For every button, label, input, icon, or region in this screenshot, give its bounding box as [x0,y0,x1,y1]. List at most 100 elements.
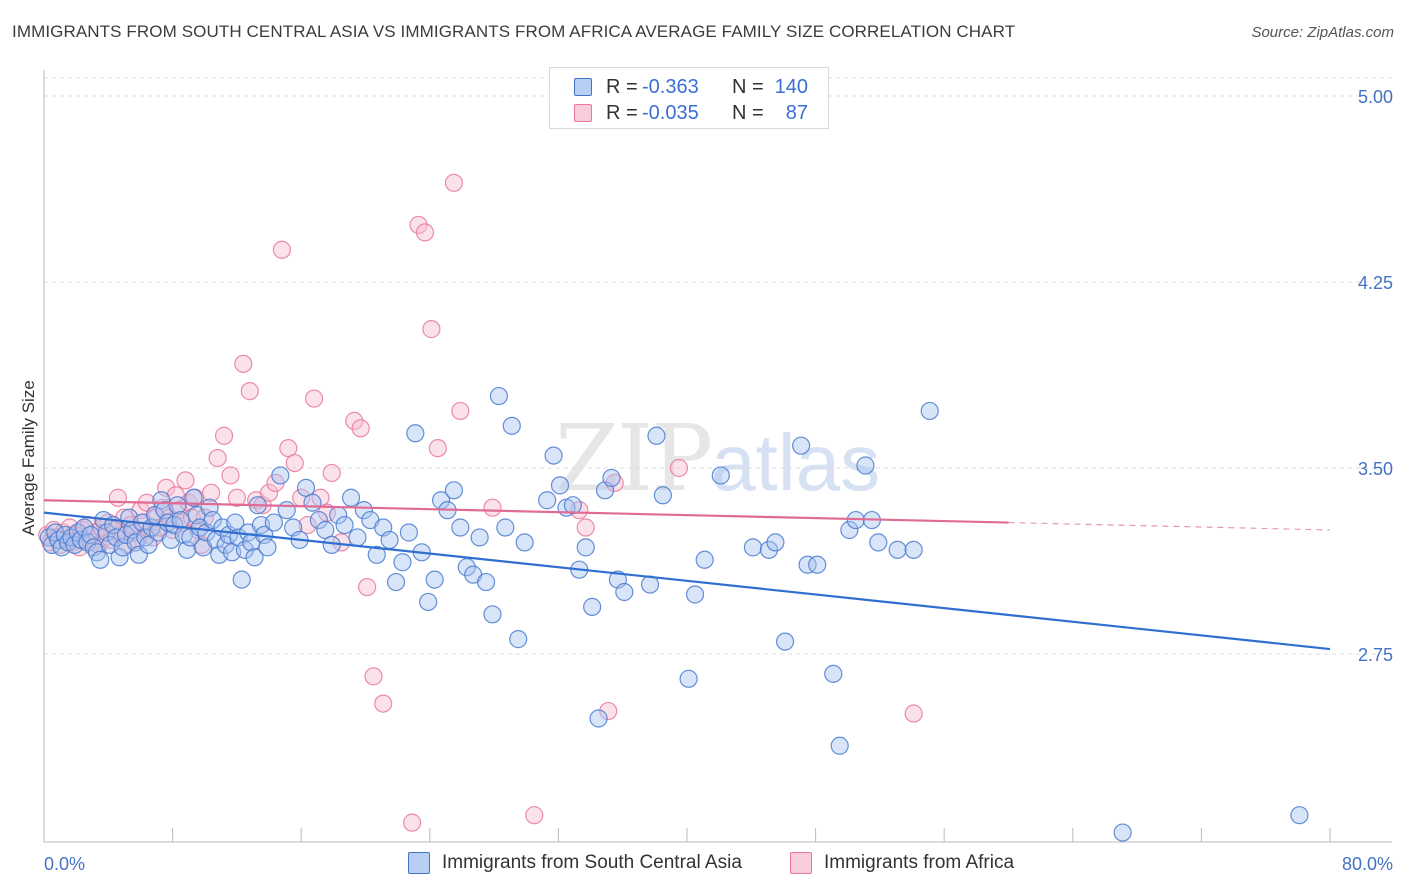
data-point [184,488,203,507]
data-point [544,446,563,465]
data-point [208,448,227,468]
data-point [904,540,923,559]
data-point [444,173,464,192]
legend-row-africa: R = -0.035 N = 87 [574,100,808,126]
trend-line-africa [43,499,1009,524]
data-point [840,520,859,540]
data-point [91,550,110,569]
data-point [1290,806,1309,825]
data-point [259,483,279,502]
data-point [602,468,621,488]
legend-label: Immigrants from Africa [824,852,1015,873]
data-point [386,572,406,592]
legend-swatch-blue [408,852,430,874]
data-point [403,813,422,832]
data-point [502,416,521,435]
data-point [415,223,435,242]
data-point [393,553,412,572]
data-point [298,515,317,535]
data-point [304,389,324,408]
source-label: Source: ZipAtlas.com [1251,24,1394,41]
data-point [232,570,251,589]
legend-swatch-pink [790,852,812,874]
data-point [830,736,849,755]
data-point [75,518,94,537]
data-point [425,570,444,589]
data-point [364,667,383,686]
data-point [226,513,245,532]
data-point [599,701,618,721]
data-point [509,630,528,649]
data-point [358,577,377,597]
data-point [258,538,277,557]
data-point [496,518,515,537]
data-point [576,518,595,537]
data-point [108,488,128,507]
data-point [264,513,283,532]
data-point [348,528,367,547]
data-point [483,498,502,517]
data-point [489,386,509,406]
legend-n-label: N = [732,75,764,98]
data-point [367,545,386,564]
legend-label: Immigrants from South Central Asia [442,852,742,873]
data-point [538,491,557,510]
legend-item-south-central-asia[interactable]: Immigrants from South Central Asia [408,852,742,874]
data-point [129,545,148,564]
data-point [792,436,811,455]
data-point [422,320,441,339]
data-point [139,535,158,554]
data-point [419,592,438,612]
legend-r-value: -0.363 [642,75,699,98]
data-point [904,704,923,723]
series-legend: Immigrants from South Central Asia Immig… [0,852,1406,878]
data-point [409,215,428,235]
trend-line-africa-extension [1008,521,1331,531]
correlation-legend: R = -0.363 N = 140 R = -0.035 N = 87 [549,67,829,129]
data-point [271,466,290,485]
data-point [685,585,705,604]
data-point [303,493,322,512]
watermark-zip: ZIP [555,405,713,512]
legend-r-label: R = [606,75,638,98]
data-point [272,240,292,259]
chart-title: IMMIGRANTS FROM SOUTH CENTRAL ASIA VS IM… [12,22,1016,41]
data-point [374,694,393,713]
data-point [322,463,341,483]
data-point [245,548,264,567]
trend-lines [43,499,1331,651]
data-point [428,439,447,458]
x-tick-label: 80.0% [1342,854,1393,874]
data-point [380,530,399,550]
data-point [345,411,364,430]
data-point [920,401,939,421]
data-point [354,501,373,520]
legend-n-label: N = [732,101,764,124]
data-point [589,709,608,728]
data-point [341,488,361,507]
data-point [202,483,221,502]
data-point [766,533,785,552]
data-point [743,538,763,557]
data-point [583,597,602,616]
axes [43,70,1392,843]
data-point [515,533,534,552]
data-point [451,401,470,421]
legend-n-value: 140 [774,75,808,98]
data-point [277,501,296,520]
data-point [888,540,907,559]
y-tick-label: 2.75 [1358,645,1393,665]
data-point [695,550,714,569]
data-point [110,548,129,567]
data-point [470,528,489,547]
legend-r-label: R = [606,101,638,124]
data-point [285,453,304,473]
data-point [669,458,689,478]
series-south-central-asia-points [39,386,1309,842]
data-point [808,555,827,574]
data-point [234,354,253,373]
legend-item-africa[interactable]: Immigrants from Africa [790,852,1014,874]
data-point [176,471,195,490]
data-point [576,538,595,557]
data-point [221,466,240,485]
